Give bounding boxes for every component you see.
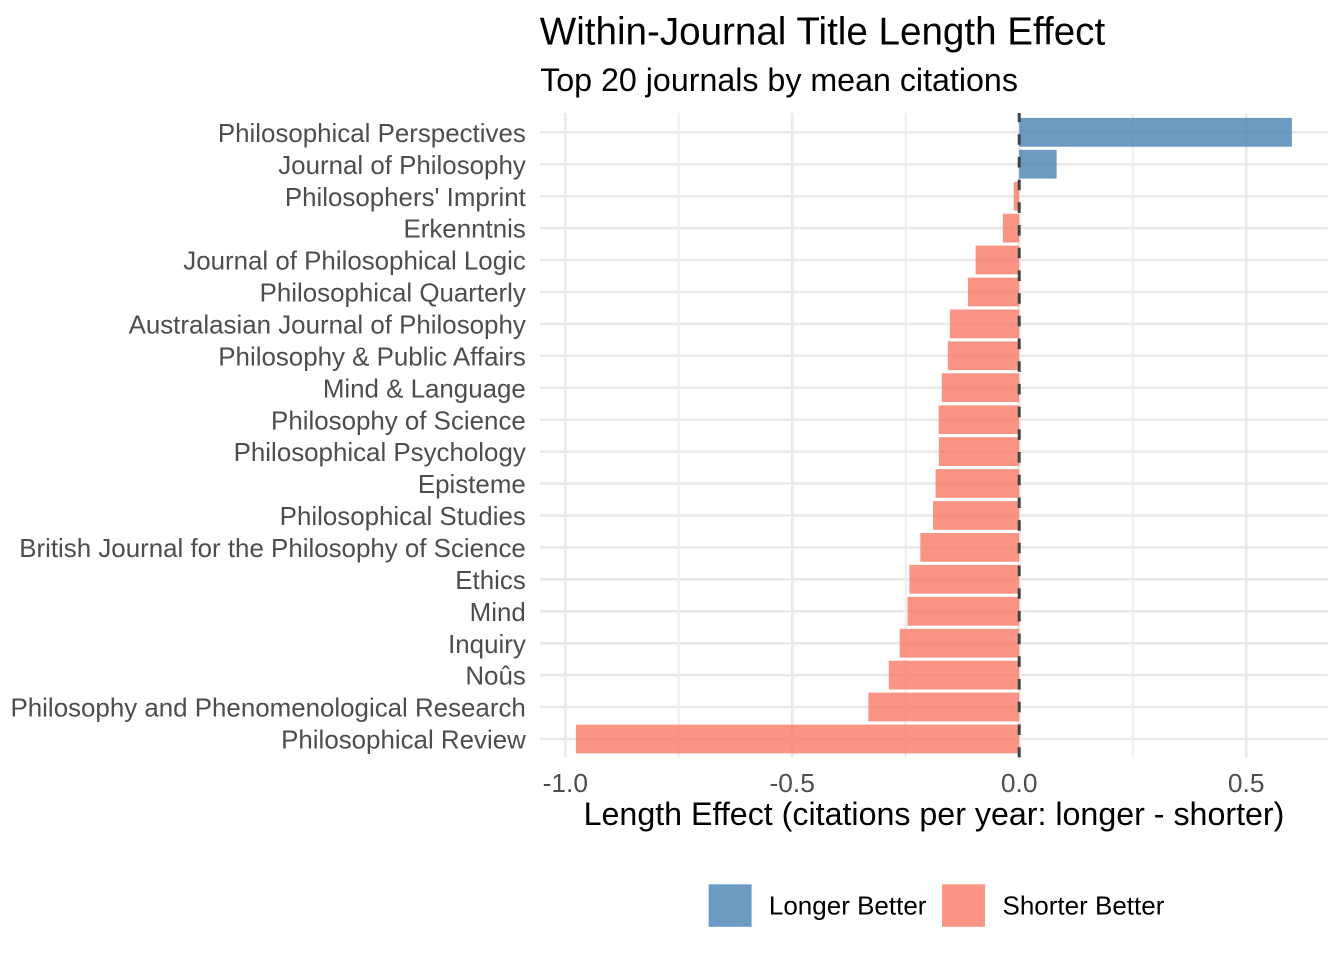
svg-text:Longer Better: Longer Better [769, 890, 927, 920]
svg-text:0.5: 0.5 [1228, 768, 1265, 798]
svg-text:Philosophers' Imprint: Philosophers' Imprint [285, 184, 526, 212]
svg-text:Mind & Language: Mind & Language [323, 375, 526, 403]
svg-text:Philosophy & Public Affairs: Philosophy & Public Affairs [218, 343, 526, 371]
svg-text:Episteme: Episteme [418, 471, 526, 499]
svg-text:Journal of Philosophical Logic: Journal of Philosophical Logic [183, 248, 526, 276]
svg-text:British Journal for the Philos: British Journal for the Philosophy of Sc… [19, 535, 526, 563]
svg-text:-0.5: -0.5 [770, 768, 815, 798]
svg-text:0.0: 0.0 [1001, 768, 1038, 798]
svg-text:Philosophical Psychology: Philosophical Psychology [234, 439, 526, 467]
svg-text:Erkenntnis: Erkenntnis [403, 216, 525, 244]
svg-text:Ethics: Ethics [455, 567, 526, 595]
svg-text:Mind: Mind [470, 599, 526, 627]
svg-text:Philosophy and Phenomenologica: Philosophy and Phenomenological Research [11, 695, 526, 723]
svg-text:Journal of Philosophy: Journal of Philosophy [278, 152, 526, 180]
svg-text:Inquiry: Inquiry [448, 631, 526, 659]
svg-text:Noûs: Noûs [465, 663, 525, 691]
svg-text:Shorter Better: Shorter Better [1003, 890, 1165, 920]
svg-text:Australasian Journal of Philos: Australasian Journal of Philosophy [129, 312, 526, 340]
svg-text:Philosophical Studies: Philosophical Studies [280, 503, 526, 531]
svg-text:Length Effect (citations per y: Length Effect (citations per year: longe… [584, 796, 1285, 832]
svg-text:Philosophical Quarterly: Philosophical Quarterly [260, 280, 526, 308]
svg-text:-1.0: -1.0 [543, 768, 588, 798]
svg-text:Top 20 journals by mean citati: Top 20 journals by mean citations [540, 62, 1018, 98]
svg-text:Philosophical Perspectives: Philosophical Perspectives [218, 120, 526, 148]
svg-text:Philosophical Review: Philosophical Review [281, 727, 526, 755]
svg-text:Philosophy of Science: Philosophy of Science [271, 407, 526, 435]
svg-text:Within-Journal Title Length Ef: Within-Journal Title Length Effect [540, 11, 1106, 54]
